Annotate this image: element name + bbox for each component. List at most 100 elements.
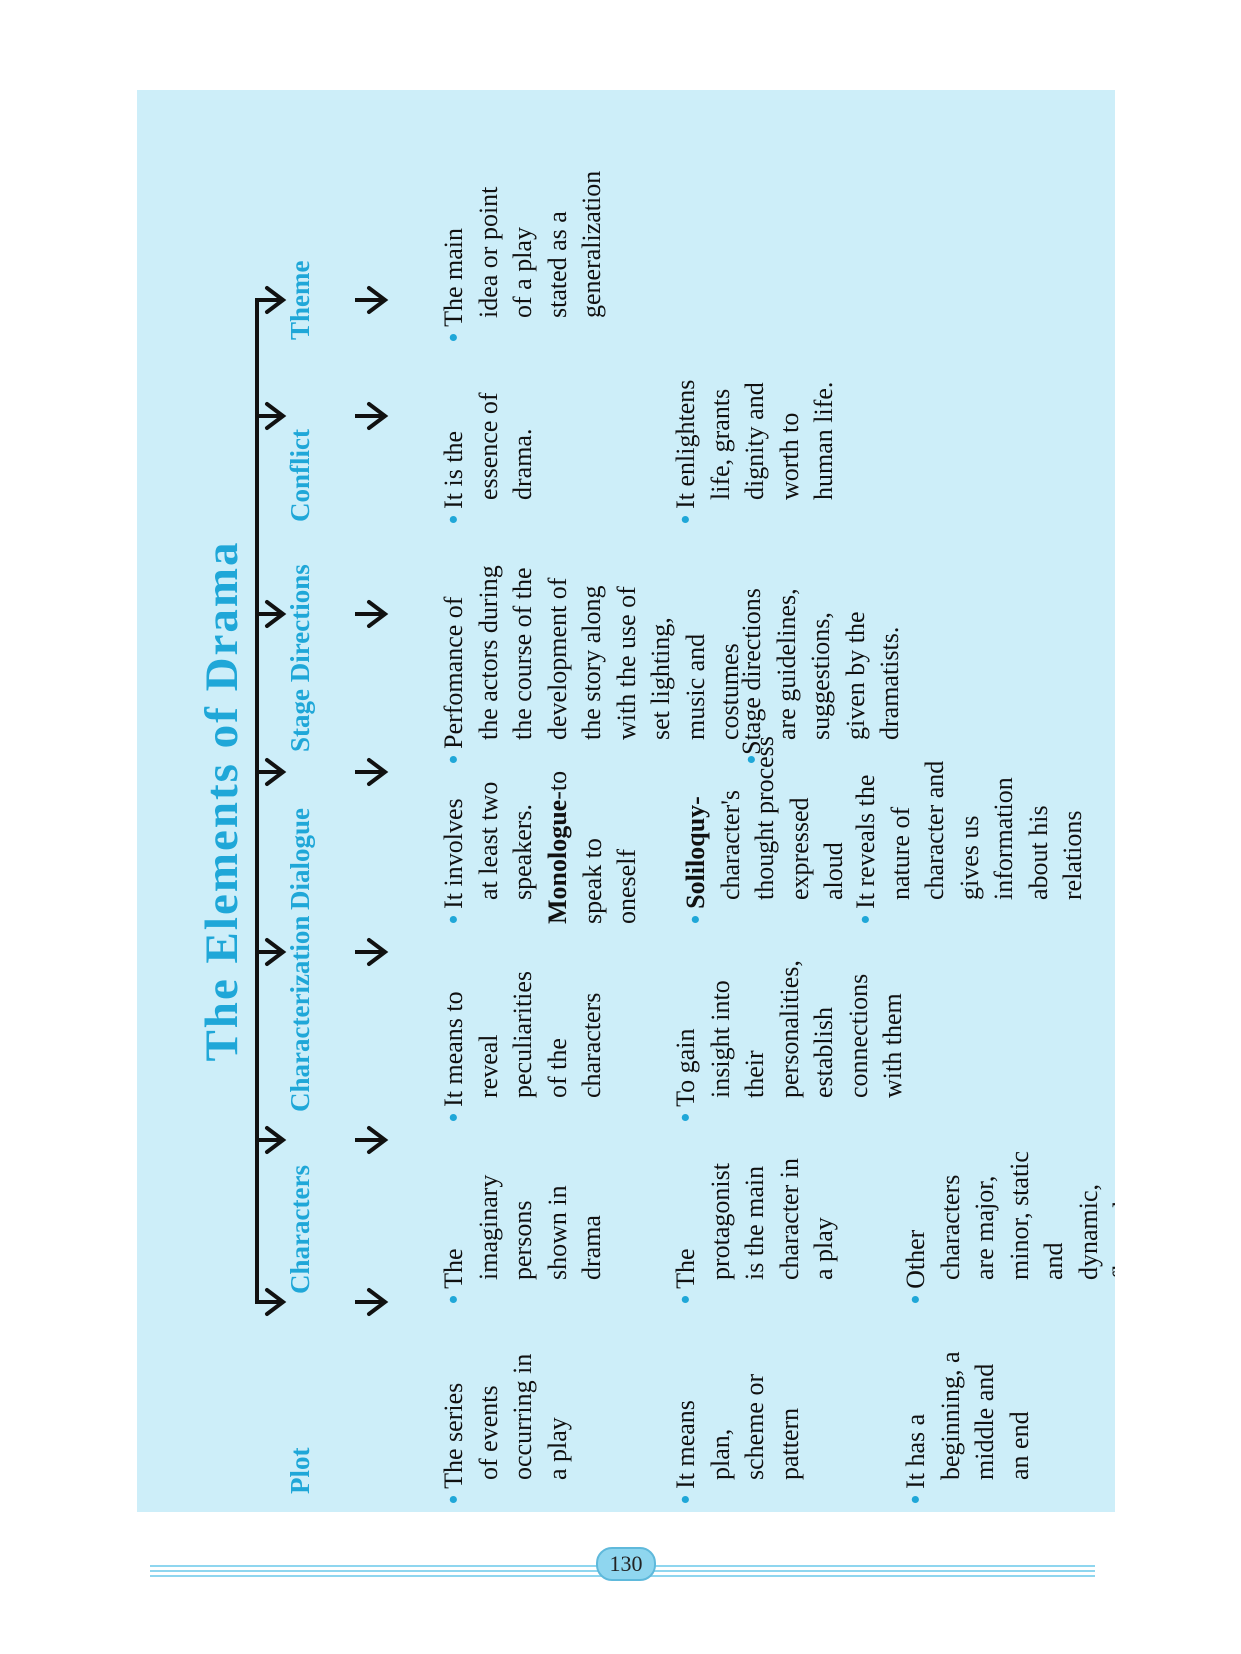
drop-arrowhead [265, 1288, 287, 1316]
bullet-item: •The main idea or point of a play stated as… [437, 171, 610, 342]
bullet-line: flat and [1108, 1201, 1115, 1280]
bullet-line: is the main [740, 1165, 769, 1280]
bullet-item: •Stage directions are guidelines, suggesti… [735, 588, 908, 764]
drop-arrowhead [265, 758, 287, 786]
bullet-line: suggestions, [806, 612, 835, 740]
bullet-line: •It reveals the [851, 774, 880, 924]
bullet-dot-icon: • [671, 514, 700, 524]
bullet-dot-icon: • [851, 914, 880, 924]
bullet-dot-icon: • [439, 1294, 468, 1304]
bullet-line: life, grants [705, 388, 735, 500]
bullet-line: and [1039, 1242, 1068, 1280]
bullet-item: •It means to reveal peculiarities of the cha… [437, 971, 610, 1122]
category-label: Dialogue [285, 807, 315, 910]
bullet-line: •It means [671, 1400, 700, 1504]
bullet-line: Monologue-to [543, 770, 572, 924]
bullet-line: of a play [508, 227, 537, 318]
bullet-line: shown in [542, 1185, 572, 1280]
bullet-line: music and [680, 633, 710, 740]
bullet-line: the actors during [473, 565, 503, 740]
bullet-line: character's [715, 789, 745, 900]
bullet-line: expressed [784, 797, 814, 900]
bullet-line: speakers. [508, 803, 537, 900]
bullet-line: worth to [774, 412, 804, 500]
mid-arrowhead [367, 286, 389, 314]
bullet-dot-icon: • [681, 914, 710, 924]
bullet-line: generalization [577, 170, 606, 318]
bullet-line: thought process [750, 736, 779, 900]
bullet-line: •The [671, 1248, 700, 1304]
bullet-line: insight into [705, 980, 735, 1098]
bullet-line: pattern [774, 1407, 804, 1480]
bullet-line: development of [542, 577, 572, 740]
bullet-dot-icon: • [439, 754, 468, 764]
bullet-dot-icon: • [439, 1112, 468, 1122]
bullet-line: the story along [577, 585, 606, 740]
bullet-line: connections [843, 973, 873, 1098]
bullet-line: given by the [840, 611, 870, 740]
drop-arrowhead [265, 286, 287, 314]
bullet-line: nature of [885, 806, 915, 900]
bullet-line: drama [577, 1215, 606, 1280]
bullet-line: gives us [954, 815, 984, 901]
bullet-line: •The [439, 1248, 468, 1304]
bullet-line: relations [1058, 810, 1087, 900]
bullet-line: reveal [473, 1034, 503, 1098]
bullet-line: the course of the [508, 567, 537, 740]
bullet-line: aloud [819, 842, 848, 900]
bullet-line: •Other [901, 1229, 930, 1304]
bullet-line: personalities, [774, 960, 804, 1098]
bullet-dot-icon: • [737, 754, 766, 764]
bullet-line: •The main [439, 227, 468, 342]
bullet-line: •Perfomance of [439, 596, 468, 764]
bullet-line: their [740, 1050, 769, 1098]
bullet-dot-icon: • [671, 1294, 700, 1304]
bullet-line: oneself [612, 848, 641, 924]
bullet-line: speak to [577, 838, 607, 924]
bullet-line: dignity and [740, 382, 769, 500]
bullet-dot-icon: • [671, 1494, 700, 1504]
bullet-line: stated as a [542, 211, 572, 318]
bullet-line: plan, [705, 1428, 735, 1480]
bullet-line: minor, static [1004, 1151, 1034, 1280]
bullet-line: peculiarities [508, 970, 537, 1098]
bullet-line: •Stage directions [737, 588, 766, 764]
bullet-line: human life. [809, 381, 838, 500]
category-label: Stage Directions [285, 564, 315, 752]
connector-arrows [255, 286, 389, 1316]
page-number: 130 [596, 1547, 656, 1581]
bullet-line: essence of [473, 392, 503, 500]
bullet-item: •It is the essence of drama. [437, 392, 541, 524]
bullet-line: beginning, a [935, 1351, 965, 1480]
bullet-line: •It involves [439, 798, 468, 924]
bullet-line: with them [878, 993, 907, 1098]
mid-arrowhead [367, 938, 389, 966]
bullet-line: drama. [508, 428, 537, 500]
category-label: Characterization [285, 915, 315, 1112]
bullet-line: characters [935, 1174, 965, 1280]
bullet-dot-icon: • [439, 1494, 468, 1504]
bullet-item: Monologue-to speak to oneself [541, 771, 645, 924]
bullet-line: •It is the [439, 430, 468, 524]
bullet-dot-icon: • [671, 1112, 700, 1122]
mid-arrowhead [367, 1288, 389, 1316]
bullet-line: a play [542, 1417, 572, 1480]
bullet-item: •It enlightens life, grants dignity and wor… [669, 380, 842, 524]
bullet-line: •The series [439, 1382, 468, 1504]
bullet-dot-icon: • [901, 1494, 930, 1504]
bullet-line: characters [577, 992, 606, 1098]
bullet-item: •The protagonist is the main character in a … [669, 1158, 842, 1304]
bullet-item: •Other characters are major, minor, static a… [899, 1151, 1115, 1304]
mid-arrowhead [367, 600, 389, 628]
bullet-line: •It means to [439, 991, 468, 1122]
drop-arrowhead [265, 402, 287, 430]
bullet-line: with the use of [611, 586, 641, 740]
bullet-dot-icon: • [439, 514, 468, 524]
drop-arrowhead [265, 1126, 287, 1154]
bullet-line: idea or point [473, 186, 503, 318]
bullet-item: •It means plan, scheme or pattern [669, 1374, 807, 1504]
bullet-line: •To gain [671, 1028, 700, 1122]
mid-arrowhead [367, 758, 389, 786]
bullet-line: middle and [970, 1363, 999, 1480]
mid-arrowhead [367, 1126, 389, 1154]
